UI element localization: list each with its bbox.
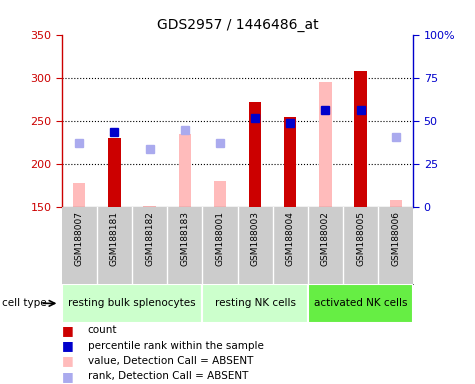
Text: activated NK cells: activated NK cells — [314, 298, 407, 308]
Bar — [202, 284, 308, 323]
Text: value, Detection Call = ABSENT: value, Detection Call = ABSENT — [88, 356, 253, 366]
Text: GSM188003: GSM188003 — [251, 211, 259, 266]
Text: GSM188001: GSM188001 — [216, 211, 224, 266]
Text: ■: ■ — [62, 354, 74, 367]
Text: cell type: cell type — [2, 298, 47, 308]
Text: ■: ■ — [62, 324, 74, 337]
Text: GSM188005: GSM188005 — [356, 211, 365, 266]
Text: GSM188006: GSM188006 — [391, 211, 400, 266]
Text: GSM188181: GSM188181 — [110, 211, 119, 266]
Bar — [143, 206, 156, 207]
Text: GSM188007: GSM188007 — [75, 211, 84, 266]
Bar — [62, 284, 202, 323]
Text: rank, Detection Call = ABSENT: rank, Detection Call = ABSENT — [88, 371, 248, 381]
Text: GSM188002: GSM188002 — [321, 211, 330, 266]
Bar — [108, 138, 121, 207]
Text: resting bulk splenocytes: resting bulk splenocytes — [68, 298, 196, 308]
Bar — [284, 117, 296, 207]
Text: GSM188182: GSM188182 — [145, 211, 154, 266]
Text: ■: ■ — [62, 339, 74, 352]
Bar — [319, 82, 332, 207]
Bar — [354, 71, 367, 207]
Bar — [308, 284, 413, 323]
Text: GSM188183: GSM188183 — [180, 211, 189, 266]
Text: resting NK cells: resting NK cells — [215, 298, 295, 308]
Text: count: count — [88, 325, 117, 335]
Text: GSM188004: GSM188004 — [286, 211, 294, 266]
Text: ■: ■ — [62, 370, 74, 383]
Bar — [214, 182, 226, 207]
Bar — [73, 183, 86, 207]
Bar — [390, 200, 402, 207]
Title: GDS2957 / 1446486_at: GDS2957 / 1446486_at — [157, 18, 318, 32]
Bar — [179, 134, 191, 207]
Bar — [249, 102, 261, 207]
Text: percentile rank within the sample: percentile rank within the sample — [88, 341, 264, 351]
